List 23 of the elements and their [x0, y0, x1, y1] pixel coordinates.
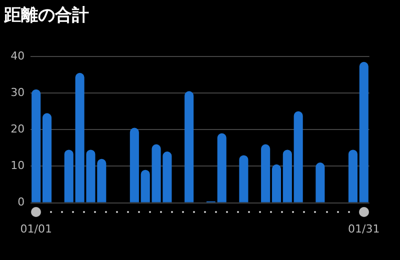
chart-title: 距離の合計: [3, 6, 89, 26]
bar: [282, 150, 292, 202]
bar: [316, 162, 325, 202]
bar: [32, 89, 41, 202]
bar: [184, 91, 194, 202]
x-tick-label: 01/01: [20, 222, 52, 236]
y-tick-label: 10: [10, 159, 25, 172]
bar: [359, 62, 368, 202]
x-tick-label: 01/31: [348, 222, 380, 236]
bar: [348, 150, 358, 202]
bar: [130, 128, 139, 202]
bar: [239, 155, 248, 202]
bar: [64, 150, 74, 202]
y-tick-label: 20: [10, 122, 25, 136]
y-tick-label: 30: [10, 86, 25, 99]
y-tick-label: 0: [18, 196, 25, 209]
y-tick-label: 40: [10, 49, 25, 62]
bar: [272, 164, 282, 202]
bar: [261, 144, 270, 202]
bar: [294, 111, 303, 202]
bar: [140, 170, 150, 202]
bar: [217, 133, 226, 202]
bar: [42, 113, 52, 202]
